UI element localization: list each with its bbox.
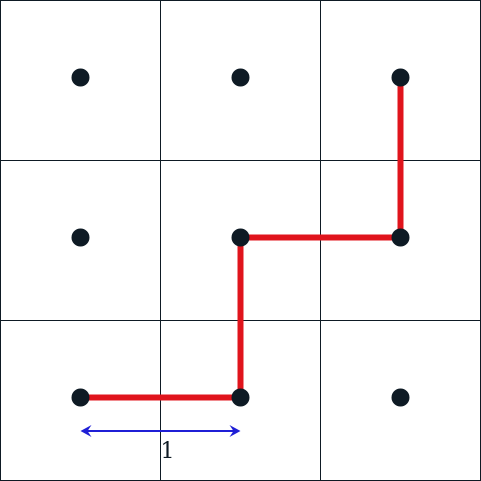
- grid-dot: [231, 388, 250, 407]
- grid-dot: [71, 228, 90, 247]
- grid-dot: [391, 388, 410, 407]
- measure-arrowhead-left: [80, 425, 92, 437]
- measure: 1: [80, 425, 241, 464]
- grid-dot: [391, 228, 410, 247]
- dots: [71, 68, 410, 407]
- path: [80, 77, 404, 401]
- grid-dot: [231, 228, 250, 247]
- grid-dot: [231, 68, 250, 87]
- measure-label: 1: [161, 439, 175, 464]
- measure-arrowhead-right: [229, 425, 241, 437]
- grid-dot: [71, 68, 90, 87]
- grid-dot: [391, 68, 410, 87]
- grid-dot: [71, 388, 90, 407]
